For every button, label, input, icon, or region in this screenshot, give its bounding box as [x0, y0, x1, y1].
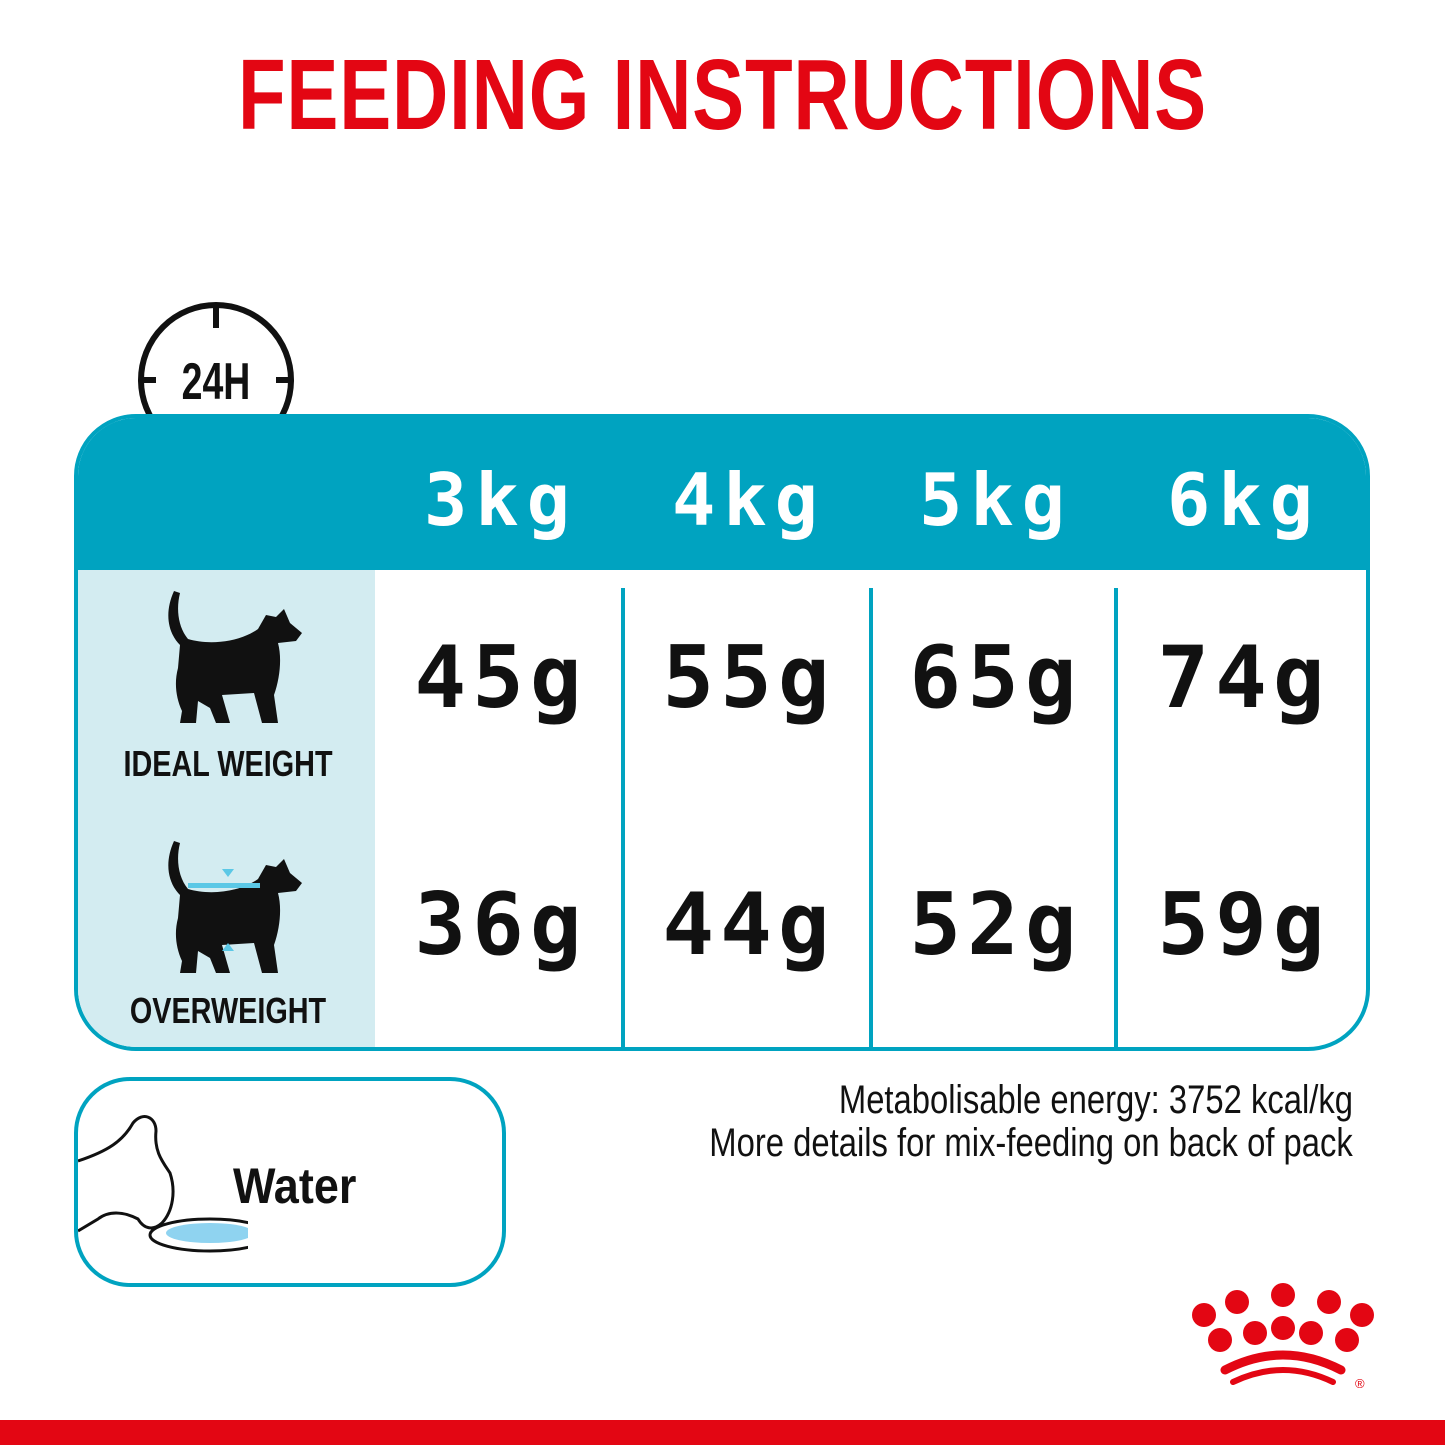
column-header: 6kg — [1166, 458, 1322, 542]
column-header: 3kg — [423, 458, 579, 542]
water-label: Water — [233, 1158, 357, 1214]
feeding-table: 3kg 4kg 5kg 6kg IDEAL WEIGHT OVERWEIGHT … — [74, 414, 1370, 1051]
brand-footer-bar — [0, 1420, 1445, 1445]
cat-overweight-icon — [168, 841, 302, 973]
clock-label: 24H — [181, 353, 251, 411]
column-divider — [869, 588, 873, 1047]
cat-ideal-weight-icon — [168, 591, 302, 723]
row-label: OVERWEIGHT — [129, 990, 327, 1031]
row-label: IDEAL WEIGHT — [123, 743, 333, 784]
column-header: 5kg — [918, 458, 1074, 542]
water-box: Water — [74, 1077, 506, 1287]
mix-feeding-note: More details for mix-feeding on back of … — [709, 1121, 1353, 1165]
table-cell: 36g — [414, 875, 588, 975]
table-cell: 45g — [414, 628, 588, 728]
column-header: 4kg — [671, 458, 827, 542]
table-cell: 74g — [1157, 628, 1331, 728]
energy-note: Metabolisable energy: 3752 kcal/kg — [838, 1078, 1353, 1122]
table-cell: 65g — [909, 628, 1083, 728]
table-cell: 59g — [1157, 875, 1331, 975]
page-title: FEEDING INSTRUCTIONS — [238, 39, 1207, 151]
table-cell: 52g — [909, 875, 1083, 975]
column-divider — [621, 588, 625, 1047]
table-cell: 55g — [662, 628, 836, 728]
svg-text:®: ® — [1355, 1376, 1365, 1388]
table-cell: 44g — [662, 875, 836, 975]
cat-drinking-water-icon — [78, 1115, 248, 1253]
column-divider — [1114, 588, 1118, 1047]
table-header — [78, 418, 1366, 570]
royal-canin-crown-logo: ® — [1192, 1283, 1374, 1388]
